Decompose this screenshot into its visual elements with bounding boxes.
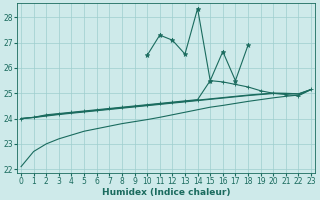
X-axis label: Humidex (Indice chaleur): Humidex (Indice chaleur)	[102, 188, 230, 197]
